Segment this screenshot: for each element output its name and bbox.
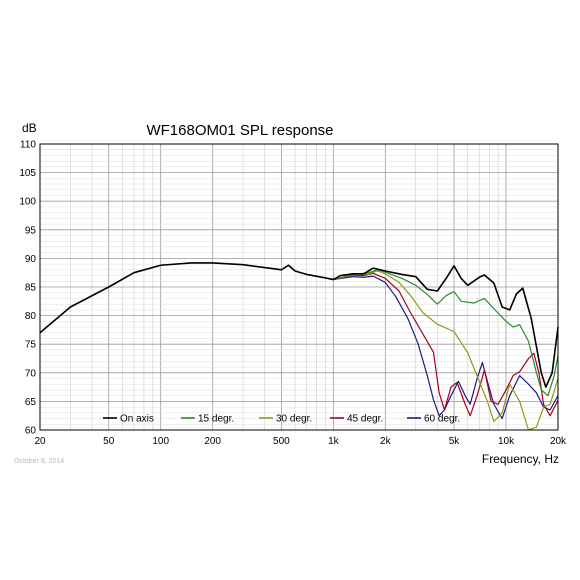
grid xyxy=(39,143,559,431)
y-tick-label: 70 xyxy=(25,368,37,379)
series-layer xyxy=(39,262,559,431)
series-line-30-degr xyxy=(306,270,559,431)
x-tick-label: 20 xyxy=(34,436,46,447)
y-tick-label: 100 xyxy=(19,197,36,208)
y-tick-label: 95 xyxy=(25,225,37,236)
legend: On axis 15 degr. 30 degr. 45 degr. 60 degr. xyxy=(103,414,460,425)
legend-label: 60 degr. xyxy=(424,414,460,425)
chart-title: WF168OM01 SPL response xyxy=(146,122,333,139)
x-axis-label: Frequency, Hz xyxy=(482,452,559,466)
legend-label: 45 degr. xyxy=(347,414,383,425)
y-tick-label: 105 xyxy=(19,168,36,179)
x-tick-label: 10k xyxy=(498,436,515,447)
series-line-45-degr xyxy=(306,272,559,417)
series-line-on-axis xyxy=(39,262,559,388)
y-tick-label: 90 xyxy=(25,254,37,265)
y-tick-labels: 60 65 70 75 80 85 90 95 100 105 110 xyxy=(19,140,36,437)
series-line-60-degr xyxy=(306,273,559,420)
legend-label: On axis xyxy=(120,414,154,425)
y-tick-label: 85 xyxy=(25,283,37,294)
x-tick-label: 100 xyxy=(152,436,169,447)
legend-label: 15 degr. xyxy=(198,414,234,425)
x-tick-label: 500 xyxy=(273,436,290,447)
x-tick-label: 1k xyxy=(328,436,340,447)
x-tick-label: 20k xyxy=(550,436,567,447)
plot-frame xyxy=(39,143,559,431)
y-tick-label: 80 xyxy=(25,311,37,322)
x-tick-label: 2k xyxy=(380,436,392,447)
x-tick-label: 200 xyxy=(204,436,221,447)
x-tick-labels: 20 50 100 200 500 1k 2k 5k 10k 20k xyxy=(34,436,567,447)
date-stamp: October 8, 2014 xyxy=(14,458,64,465)
legend-label: 30 degr. xyxy=(276,414,312,425)
y-tick-label: 65 xyxy=(25,397,37,408)
y-tick-label: 60 xyxy=(25,426,37,437)
x-tick-label: 50 xyxy=(103,436,115,447)
y-tick-label: 75 xyxy=(25,340,37,351)
y-tick-label: 110 xyxy=(20,140,36,151)
y-axis-label: dB xyxy=(22,121,37,135)
x-tick-label: 5k xyxy=(449,436,461,447)
